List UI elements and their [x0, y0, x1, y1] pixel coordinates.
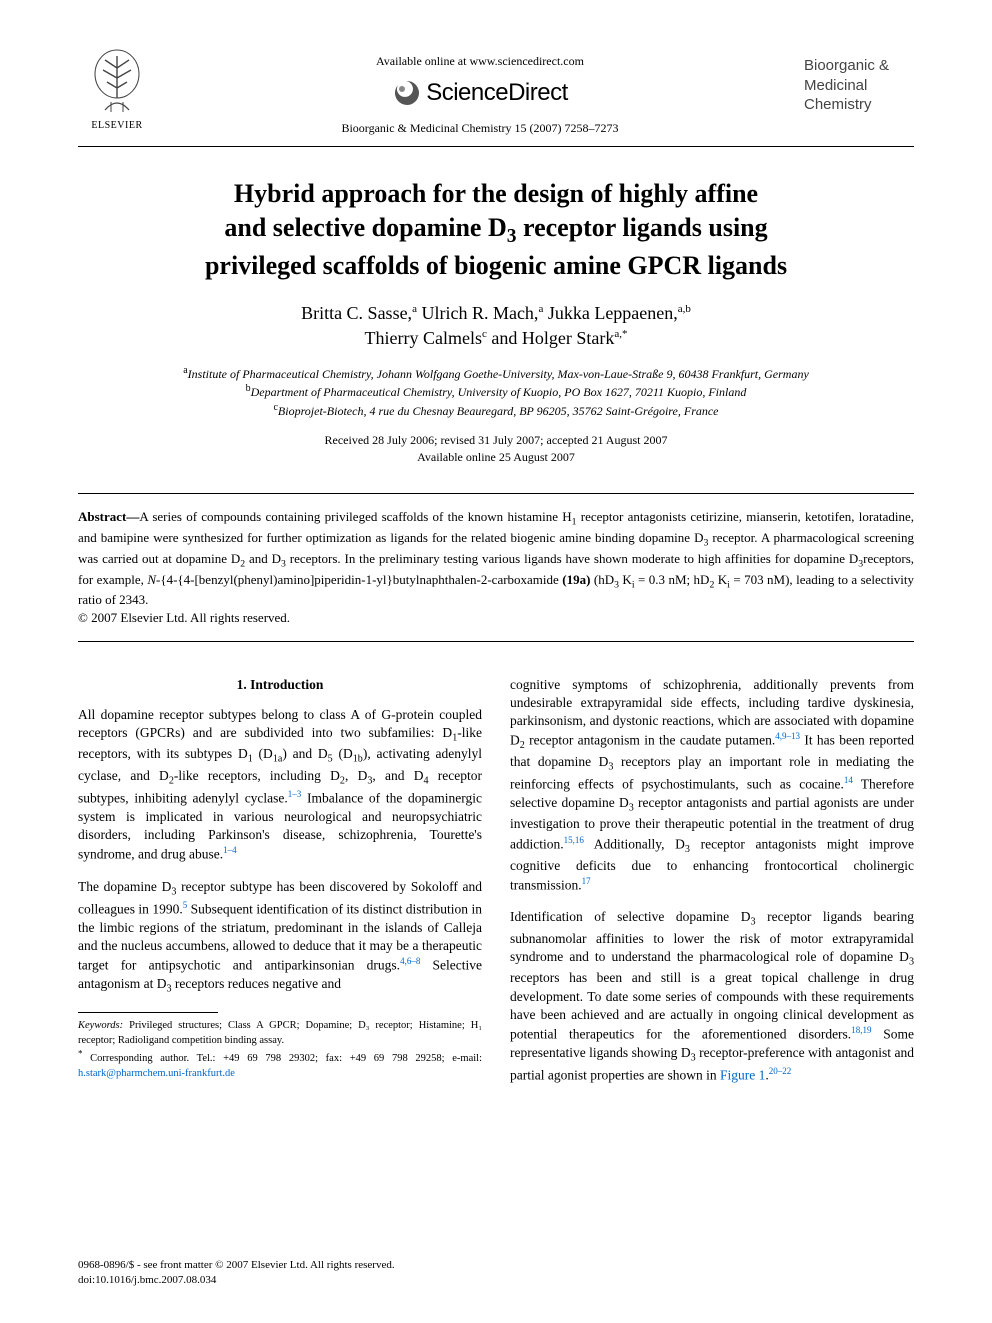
- ref-link[interactable]: 20–22: [769, 1066, 792, 1076]
- affiliations-block: aInstitute of Pharmaceutical Chemistry, …: [78, 364, 914, 420]
- ref-link[interactable]: 18,19: [851, 1025, 871, 1035]
- available-online-text: Available online at www.sciencedirect.co…: [156, 54, 804, 69]
- affiliation-b: Department of Pharmaceutical Chemistry, …: [251, 385, 747, 399]
- column-right: cognitive symptoms of schizophrenia, add…: [510, 676, 914, 1099]
- footer-doi: doi:10.1016/j.bmc.2007.08.034: [78, 1274, 216, 1286]
- article-title: Hybrid approach for the design of highly…: [108, 177, 884, 283]
- journal-reference: Bioorganic & Medicinal Chemistry 15 (200…: [156, 121, 804, 136]
- intro-paragraph-1: All dopamine receptor subtypes belong to…: [78, 706, 482, 864]
- ref-link[interactable]: 1–4: [223, 845, 237, 855]
- elsevier-label: ELSEVIER: [91, 120, 142, 131]
- page-header: ELSEVIER Available online at www.science…: [78, 48, 914, 147]
- keywords-body: Privileged structures; Class A GPCR; Dop…: [78, 1020, 482, 1045]
- body-columns: 1. Introduction All dopamine receptor su…: [78, 676, 914, 1099]
- corresponding-author: Corresponding author. Tel.: +49 69 798 2…: [83, 1053, 483, 1064]
- journal-side-line3: Chemistry: [804, 95, 914, 115]
- affiliation-c: Bioprojet-Biotech, 4 rue du Chesnay Beau…: [278, 404, 719, 418]
- ref-link[interactable]: 14: [844, 775, 853, 785]
- elsevier-logo: ELSEVIER: [78, 48, 156, 131]
- sciencedirect-logo: ScienceDirect: [392, 79, 568, 107]
- abstract-copyright: © 2007 Elsevier Ltd. All rights reserved…: [78, 610, 290, 625]
- authors-block: Britta C. Sasse,a Ulrich R. Mach,a Jukka…: [78, 301, 914, 351]
- intro-paragraph-2-cont: cognitive symptoms of schizophrenia, add…: [510, 676, 914, 895]
- author-5: Holger Stark: [522, 328, 614, 348]
- affiliation-a: Institute of Pharmaceutical Chemistry, J…: [188, 367, 809, 381]
- abstract-label: Abstract—: [78, 509, 139, 524]
- article-dates: Received 28 July 2006; revised 31 July 2…: [78, 432, 914, 466]
- ref-link[interactable]: 4,9–13: [775, 731, 800, 741]
- footnote-separator: [78, 1012, 218, 1013]
- abstract-block: Abstract—A series of compounds containin…: [78, 493, 914, 641]
- journal-side-line1: Bioorganic &: [804, 56, 914, 76]
- dates-line2: Available online 25 August 2007: [417, 450, 575, 464]
- sciencedirect-swirl-icon: [392, 79, 420, 107]
- footnotes-block: Keywords: Privileged structures; Class A…: [78, 1019, 482, 1080]
- keywords-label: Keywords:: [78, 1020, 129, 1031]
- journal-title-side: Bioorganic & Medicinal Chemistry: [804, 48, 914, 115]
- dates-line1: Received 28 July 2006; revised 31 July 2…: [325, 433, 668, 447]
- author-2: Ulrich R. Mach,: [421, 303, 538, 323]
- ref-link[interactable]: 4,6–8: [400, 956, 420, 966]
- journal-side-line2: Medicinal: [804, 76, 914, 96]
- ref-link[interactable]: 1–3: [288, 789, 302, 799]
- header-center: Available online at www.sciencedirect.co…: [156, 48, 804, 136]
- ref-link[interactable]: 17: [582, 876, 591, 886]
- author-4: Thierry Calmels: [365, 328, 482, 348]
- section-1-heading: 1. Introduction: [78, 676, 482, 694]
- sciencedirect-text: ScienceDirect: [426, 79, 568, 107]
- intro-paragraph-2: The dopamine D3 receptor subtype has bee…: [78, 878, 482, 997]
- figure-1-link[interactable]: Figure 1: [720, 1068, 765, 1083]
- page-footer: 0968-0896/$ - see front matter © 2007 El…: [78, 1258, 914, 1287]
- author-1: Britta C. Sasse,: [301, 303, 412, 323]
- ref-link[interactable]: 15,16: [564, 835, 584, 845]
- author-3: Jukka Leppaenen,: [548, 303, 678, 323]
- footer-copyright: 0968-0896/$ - see front matter © 2007 El…: [78, 1259, 395, 1271]
- column-left: 1. Introduction All dopamine receptor su…: [78, 676, 482, 1099]
- corresponding-email-link[interactable]: h.stark@pharmchem.uni-frankfurt.de: [78, 1068, 235, 1079]
- intro-paragraph-3: Identification of selective dopamine D3 …: [510, 908, 914, 1084]
- elsevier-tree-icon: [87, 48, 147, 118]
